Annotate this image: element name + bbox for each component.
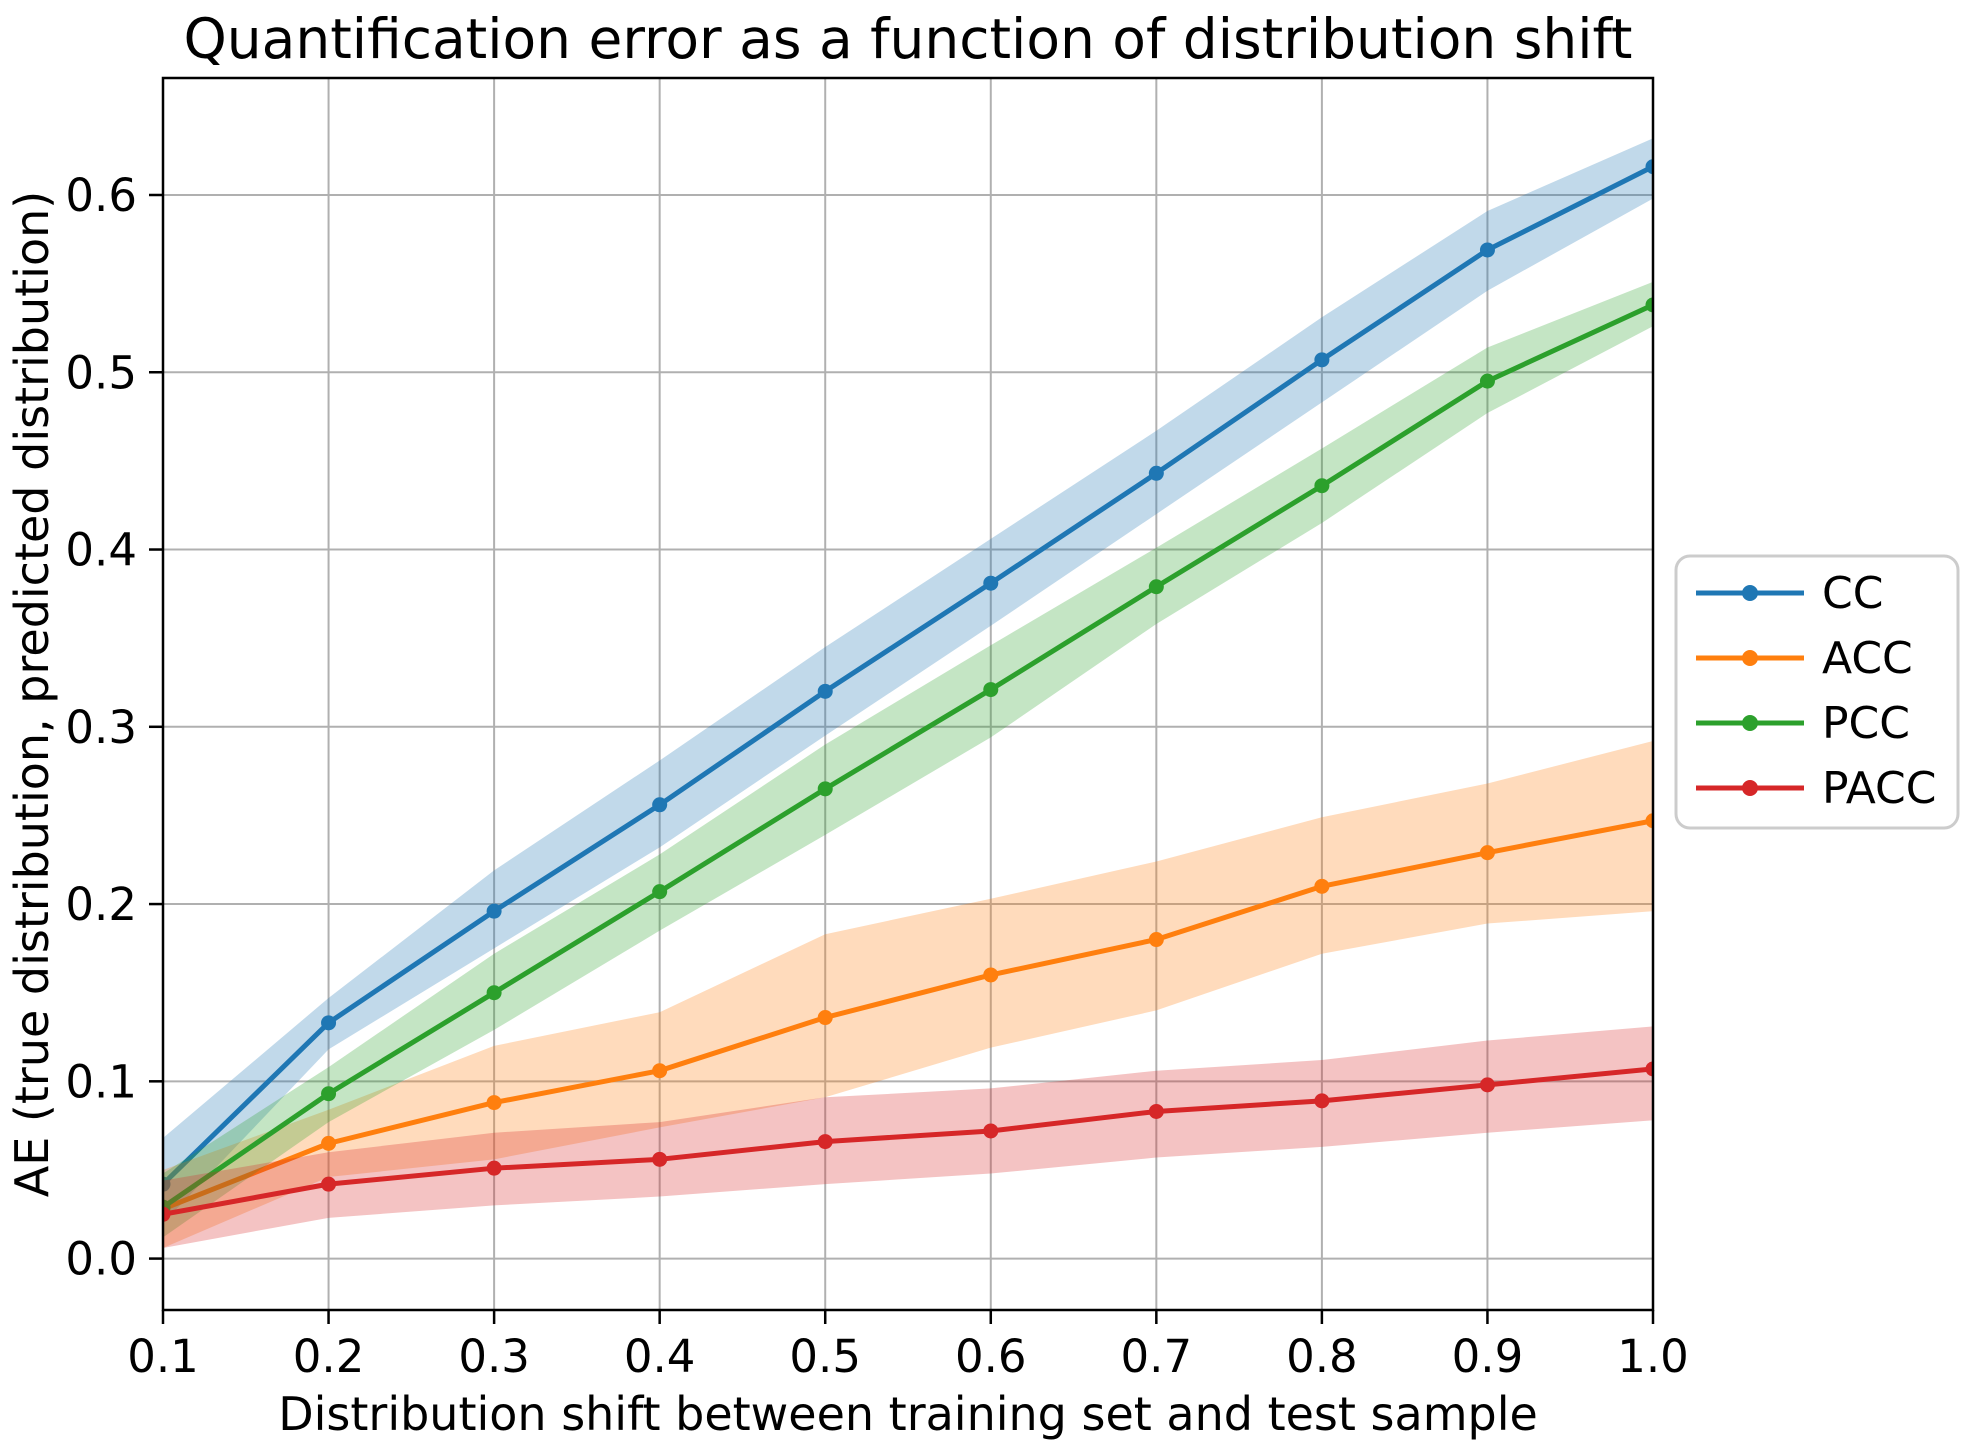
data-point-PACC <box>321 1176 337 1192</box>
data-point-PCC <box>652 884 668 900</box>
x-tick-label: 0.8 <box>1286 1330 1358 1383</box>
legend-marker-PCC <box>1742 715 1758 731</box>
chart-title: Quantification error as a function of di… <box>184 7 1633 71</box>
legend-label-ACC: ACC <box>1822 633 1913 684</box>
data-point-CC <box>1314 352 1330 368</box>
data-point-PCC <box>1314 478 1330 494</box>
x-tick-label: 0.6 <box>955 1330 1027 1383</box>
data-point-PACC <box>1148 1103 1164 1119</box>
data-point-PACC <box>817 1134 833 1150</box>
y-axis-label: AE (true distribution, predicted distrib… <box>5 191 59 1197</box>
y-tick-label: 0.4 <box>65 524 137 577</box>
series-layer <box>163 138 1653 1248</box>
data-point-ACC <box>321 1135 337 1151</box>
data-point-PCC <box>486 985 502 1001</box>
data-point-CC <box>163 1176 171 1192</box>
y-tick-label: 0.6 <box>65 169 137 222</box>
legend-item-ACC: ACC <box>1696 633 1913 684</box>
data-point-PACC <box>1645 1061 1653 1077</box>
series-line-CC <box>163 164 1653 1187</box>
legend-marker-ACC <box>1742 650 1758 666</box>
legend-item-PACC: PACC <box>1696 763 1937 814</box>
x-tick-label: 0.9 <box>1452 1330 1524 1383</box>
legend-item-CC: CC <box>1696 568 1883 619</box>
axes-layer: 0.1 0.2 0.3 0.4 0.5 0.6 0.7 0.8 0.9 1.0 0.0 0.1 0.2 0… <box>65 76 1689 1383</box>
data-point-PCC <box>321 1086 337 1102</box>
x-tick-label: 1.0 <box>1617 1330 1689 1383</box>
data-point-PACC <box>486 1160 502 1176</box>
data-point-PACC <box>163 1206 171 1222</box>
legend: CC ACC PCC PACC <box>1674 554 1960 830</box>
legend-label-PCC: PCC <box>1822 698 1910 749</box>
legend-label-CC: CC <box>1822 568 1883 619</box>
data-point-PCC <box>983 682 999 698</box>
data-point-ACC <box>983 967 999 983</box>
data-point-ACC <box>1645 813 1653 829</box>
legend-marker-CC <box>1742 585 1758 601</box>
plot-border <box>161 76 1655 1312</box>
data-point-CC <box>1148 465 1164 481</box>
data-point-PCC <box>1148 579 1164 595</box>
data-point-CC <box>817 683 833 699</box>
x-tick-label: 0.1 <box>127 1330 199 1383</box>
legend-label-PACC: PACC <box>1822 763 1937 814</box>
y-tick-label: 0.2 <box>65 878 137 931</box>
data-point-ACC <box>817 1010 833 1026</box>
data-point-CC <box>983 575 999 591</box>
x-tick-label: 0.7 <box>1121 1330 1193 1383</box>
series-line-ACC <box>163 818 1653 1212</box>
data-point-PCC <box>817 781 833 797</box>
y-tick-label: 0.0 <box>65 1233 137 1286</box>
x-axis-label: Distribution shift between training set … <box>278 1387 1538 1441</box>
y-tick-label: 0.1 <box>65 1055 137 1108</box>
x-tick-label: 0.5 <box>789 1330 861 1383</box>
plot-background <box>163 78 1653 1310</box>
data-point-PACC <box>983 1123 999 1139</box>
x-tick-label: 0.3 <box>458 1330 530 1383</box>
series-line-PACC <box>163 1066 1653 1217</box>
data-point-PCC <box>1645 297 1653 313</box>
series-band-CC <box>163 138 1653 1224</box>
x-tick-label: 0.4 <box>624 1330 696 1383</box>
data-point-CC <box>321 1015 337 1031</box>
series-band-PCC <box>163 281 1653 1238</box>
legend-marker-PACC <box>1742 780 1758 796</box>
data-point-CC <box>486 903 502 919</box>
legend-box <box>1674 554 1960 830</box>
data-point-ACC <box>1479 845 1495 861</box>
data-point-CC <box>1479 242 1495 258</box>
data-point-PCC <box>1479 373 1495 389</box>
legend-item-PCC: PCC <box>1696 698 1910 749</box>
data-point-ACC <box>1148 932 1164 948</box>
data-point-ACC <box>1314 878 1330 894</box>
data-point-PACC <box>652 1151 668 1167</box>
y-tick-label: 0.5 <box>65 346 137 399</box>
data-point-ACC <box>486 1095 502 1111</box>
data-point-ACC <box>652 1063 668 1079</box>
data-point-PACC <box>1479 1077 1495 1093</box>
x-tick-label: 0.2 <box>293 1330 365 1383</box>
data-point-CC <box>652 797 668 813</box>
data-point-CC <box>1645 159 1653 175</box>
series-line-PCC <box>163 302 1653 1210</box>
y-tick-label: 0.3 <box>65 701 137 754</box>
data-point-PACC <box>1314 1093 1330 1109</box>
